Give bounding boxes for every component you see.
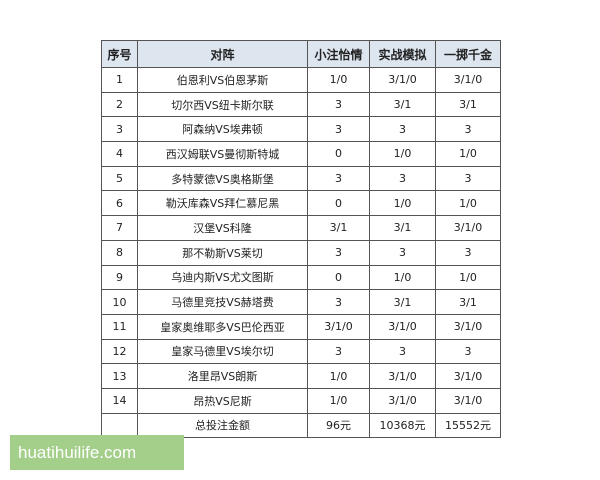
table-cell: 3/1 [369, 289, 436, 315]
table-row: 3 阿森纳VS埃弗顿 3 3 3 [101, 116, 501, 143]
table-cell: 1/0 [435, 141, 501, 167]
table-cell: 3/1/0 [369, 363, 436, 389]
table-cell: 1/0 [307, 387, 370, 414]
table-cell: 10 [101, 289, 138, 315]
table-cell: 乌迪内斯VS尤文图斯 [137, 264, 308, 291]
table-cell: 3/1 [369, 215, 436, 241]
table-cell: 3 [435, 338, 501, 365]
table-cell: 9 [101, 264, 138, 291]
table-cell: 3/1/0 [435, 67, 501, 93]
table-cell: 3 [307, 239, 370, 266]
table-row: 7 汉堡VS科隆 3/1 3/1 3/1/0 [101, 215, 501, 241]
column-header: 实战模拟 [369, 40, 436, 68]
table-cell: 切尔西VS纽卡斯尔联 [137, 91, 308, 118]
table-cell: 3/1/0 [435, 313, 501, 340]
table-cell: 伯恩利VS伯恩茅斯 [137, 67, 308, 93]
table-cell: 3/1/0 [369, 313, 436, 340]
table-row: 5 多特蒙德VS奥格斯堡 3 3 3 [101, 165, 501, 192]
table-row: 8 那不勒斯VS莱切 3 3 3 [101, 239, 501, 266]
table-row: 6 勒沃库森VS拜仁慕尼黑 0 1/0 1/0 [101, 190, 501, 217]
table-row: 13 洛里昂VS朗斯 1/0 3/1/0 3/1/0 [101, 363, 501, 389]
table-cell: 皇家奥维耶多VS巴伦西亚 [137, 313, 308, 340]
table-cell: 0 [307, 264, 370, 291]
table-cell: 3 [101, 116, 138, 143]
table-cell: 3 [369, 338, 436, 365]
table-cell: 阿森纳VS埃弗顿 [137, 116, 308, 143]
table-cell: 96元 [307, 412, 370, 439]
table-cell: 3 [307, 165, 370, 192]
table-cell: 3/1/0 [369, 387, 436, 414]
table-cell: 14 [101, 387, 138, 414]
table-cell: 1/0 [369, 141, 436, 167]
table-cell: 3 [307, 338, 370, 365]
table-cell: 2 [101, 91, 138, 118]
header-row: 序号 对阵 小注怡情 实战模拟 一掷千金 [101, 40, 501, 68]
table-cell: 0 [307, 190, 370, 217]
table-cell: 4 [101, 141, 138, 167]
table-cell: 3/1/0 [435, 363, 501, 389]
table-row: 12 皇家马德里VS埃尔切 3 3 3 [101, 338, 501, 365]
column-header: 对阵 [137, 40, 308, 68]
table-cell: 洛里昂VS朗斯 [137, 363, 308, 389]
table-cell: 3/1/0 [369, 67, 436, 93]
table-cell: 10368元 [369, 412, 436, 439]
table-cell: 3/1 [435, 289, 501, 315]
table-cell: 昂热VS尼斯 [137, 387, 308, 414]
table-cell: 8 [101, 239, 138, 266]
table-cell: 西汉姆联VS曼彻斯特城 [137, 141, 308, 167]
table-cell: 3/1 [369, 91, 436, 118]
table-cell: 1 [101, 67, 138, 93]
table-cell: 3/1 [435, 91, 501, 118]
table-cell: 3 [307, 116, 370, 143]
table-cell: 5 [101, 165, 138, 192]
table-cell: 1/0 [435, 190, 501, 217]
table-cell: 那不勒斯VS莱切 [137, 239, 308, 266]
table-row: 4 西汉姆联VS曼彻斯特城 0 1/0 1/0 [101, 141, 501, 167]
table-row: 10 马德里竞技VS赫塔费 3 3/1 3/1 [101, 289, 501, 315]
column-header: 序号 [101, 40, 138, 68]
table-cell: 3/1 [307, 215, 370, 241]
table-cell: 6 [101, 190, 138, 217]
table-cell: 11 [101, 313, 138, 340]
column-header: 一掷千金 [435, 40, 501, 68]
total-row: 总投注金额 96元 10368元 15552元 [101, 412, 501, 439]
table-cell: 皇家马德里VS埃尔切 [137, 338, 308, 365]
table-cell: 3 [307, 289, 370, 315]
table-row: 11 皇家奥维耶多VS巴伦西亚 3/1/0 3/1/0 3/1/0 [101, 313, 501, 340]
table-cell: 3 [369, 116, 436, 143]
table-cell: 3 [435, 165, 501, 192]
table-cell: 3/1/0 [435, 215, 501, 241]
table-cell: 3/1/0 [307, 313, 370, 340]
table-row: 14 昂热VS尼斯 1/0 3/1/0 3/1/0 [101, 387, 501, 414]
table-row: 9 乌迪内斯VS尤文图斯 0 1/0 1/0 [101, 264, 501, 291]
table-cell: 1/0 [369, 264, 436, 291]
table-cell: 马德里竞技VS赫塔费 [137, 289, 308, 315]
table-cell: 3 [369, 239, 436, 266]
table-cell: 1/0 [307, 67, 370, 93]
table-cell: 多特蒙德VS奥格斯堡 [137, 165, 308, 192]
table-cell: 3 [435, 116, 501, 143]
table-cell: 12 [101, 338, 138, 365]
table-row: 2 切尔西VS纽卡斯尔联 3 3/1 3/1 [101, 91, 501, 118]
table-row: 1 伯恩利VS伯恩茅斯 1/0 3/1/0 3/1/0 [101, 67, 501, 93]
table-cell: 13 [101, 363, 138, 389]
table-cell: 7 [101, 215, 138, 241]
table-cell: 0 [307, 141, 370, 167]
table-cell: 1/0 [435, 264, 501, 291]
table-cell: 1/0 [307, 363, 370, 389]
table-cell: 3 [369, 165, 436, 192]
table-cell: 15552元 [435, 412, 501, 439]
table-cell: 3/1/0 [435, 387, 501, 414]
table-cell: 汉堡VS科隆 [137, 215, 308, 241]
watermark: huatihuilife.com [10, 435, 184, 470]
table-cell: 勒沃库森VS拜仁慕尼黑 [137, 190, 308, 217]
column-header: 小注怡情 [307, 40, 370, 68]
table-cell: 3 [307, 91, 370, 118]
betting-table: 序号 对阵 小注怡情 实战模拟 一掷千金 1 伯恩利VS伯恩茅斯 1/0 3/1/0 3/1/0… [101, 40, 501, 439]
table-cell: 总投注金额 [137, 412, 308, 439]
table-cell: 1/0 [369, 190, 436, 217]
table-cell: 3 [435, 239, 501, 266]
